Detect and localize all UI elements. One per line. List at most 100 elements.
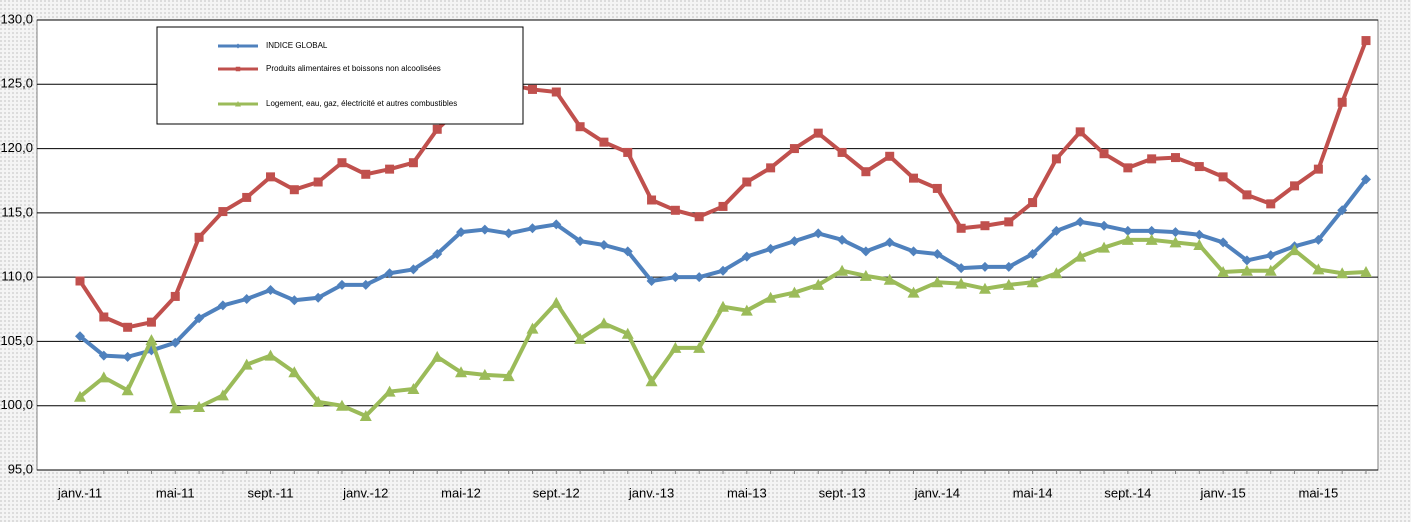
point <box>837 147 847 157</box>
point <box>550 296 563 308</box>
point <box>1099 149 1109 159</box>
point <box>121 384 134 396</box>
x-tick-label: janv.-14 <box>914 485 960 500</box>
point <box>75 276 85 286</box>
point <box>718 265 728 276</box>
point <box>193 401 206 412</box>
x-tick-label: mai-14 <box>1013 485 1053 500</box>
point <box>764 291 777 303</box>
point <box>123 322 133 332</box>
point <box>860 246 871 257</box>
x-tick-label: sept.-11 <box>248 485 294 500</box>
point <box>1027 249 1038 259</box>
legend-box <box>156 26 524 125</box>
point <box>313 177 323 187</box>
point <box>1242 190 1252 200</box>
point <box>1193 239 1206 250</box>
point <box>932 183 942 193</box>
x-tick-label: janv.-12 <box>342 485 388 500</box>
point <box>621 327 634 339</box>
point <box>97 371 110 383</box>
point <box>1050 267 1063 279</box>
point <box>360 279 371 290</box>
legend: INDICE GLOBAL Produits alimentaires et bo… <box>156 26 524 125</box>
point <box>169 402 182 414</box>
x-tick-label: janv.-15 <box>1199 485 1245 500</box>
point <box>1264 264 1277 276</box>
y-tick-label: 95,0 <box>8 461 33 476</box>
point <box>527 84 537 94</box>
point <box>1290 181 1300 191</box>
point <box>1170 153 1180 163</box>
point <box>289 295 300 306</box>
point <box>455 366 468 378</box>
point <box>1194 229 1205 240</box>
point <box>623 147 633 157</box>
point <box>1337 205 1348 216</box>
y-tick-label: 100,0 <box>0 397 33 412</box>
point <box>359 410 372 421</box>
point <box>1194 162 1204 172</box>
point <box>883 273 896 285</box>
point <box>1026 276 1039 288</box>
point <box>812 278 825 290</box>
point <box>907 286 920 298</box>
point <box>1337 97 1347 107</box>
point <box>693 341 706 353</box>
point <box>694 272 705 283</box>
point <box>932 249 943 259</box>
point <box>741 251 752 262</box>
point <box>194 232 204 242</box>
point <box>1002 278 1015 290</box>
legend-marker <box>235 101 241 107</box>
legend-label: Produits alimentaires et boissons non al… <box>266 64 441 73</box>
point <box>717 300 729 312</box>
x-tick-label: mai-13 <box>727 485 767 500</box>
point <box>1123 163 1133 173</box>
point <box>265 285 276 295</box>
point <box>240 358 253 370</box>
point <box>1361 174 1371 185</box>
point <box>597 317 610 329</box>
point <box>1336 267 1349 279</box>
point <box>361 169 371 179</box>
point <box>788 286 801 298</box>
point <box>1004 217 1014 227</box>
x-tick-label: sept.-12 <box>533 485 580 500</box>
point <box>884 237 895 248</box>
point <box>478 368 491 380</box>
point <box>647 195 657 205</box>
point <box>145 334 158 346</box>
point <box>1051 154 1061 164</box>
point <box>1147 154 1157 164</box>
point <box>407 383 420 394</box>
point <box>1218 172 1228 182</box>
point <box>99 312 109 322</box>
legend-label: INDICE GLOBAL <box>266 41 328 50</box>
point <box>431 350 444 362</box>
x-tick-label: mai-15 <box>1298 485 1338 500</box>
y-tick-label: 125,0 <box>0 76 33 91</box>
point <box>789 236 800 247</box>
point <box>1122 225 1133 236</box>
point <box>288 366 301 378</box>
point <box>1169 236 1182 248</box>
x-tick-label: sept.-14 <box>1104 485 1151 500</box>
point <box>1312 263 1325 275</box>
point <box>170 337 181 348</box>
point <box>1146 225 1157 236</box>
point <box>289 185 299 195</box>
point <box>75 331 85 342</box>
point <box>146 317 156 327</box>
point <box>264 349 277 361</box>
point <box>789 144 799 154</box>
point <box>408 264 419 275</box>
point <box>337 158 347 168</box>
point <box>599 137 609 147</box>
point <box>432 124 442 134</box>
point <box>1218 237 1229 248</box>
point <box>955 277 968 289</box>
point <box>1121 233 1134 245</box>
point <box>1099 220 1110 231</box>
